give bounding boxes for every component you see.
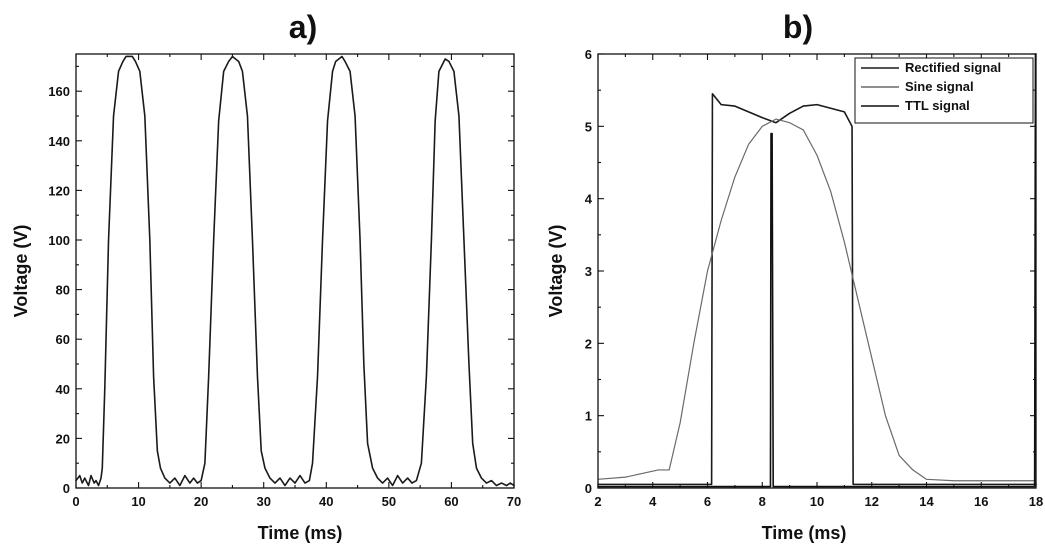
series-line-b-1 <box>597 118 1037 482</box>
y-tick-label: 1 <box>585 409 592 424</box>
x-tick-label: 30 <box>256 494 270 509</box>
x-axis-label-a: Time (ms) <box>258 523 343 543</box>
plot-area-b <box>597 53 1037 488</box>
x-tick-label: 40 <box>319 494 333 509</box>
y-tick-label: 2 <box>585 336 592 351</box>
chart-panel-a: a) 0 10 20 30 40 50 60 70020406080100120140160 … <box>11 9 521 543</box>
series-line-a-0 <box>75 55 515 487</box>
y-tick-label: 100 <box>48 233 70 248</box>
y-tick-label: 40 <box>56 382 70 397</box>
x-tick-label: 60 <box>444 494 458 509</box>
x-axis-label-b: Time (ms) <box>762 523 847 543</box>
axis-ticks-a: 0 10 20 30 40 50 60 70 0 20 40 60 80 100 120 140 160 <box>48 54 521 509</box>
legend-entry: Rectified signal <box>905 60 1001 75</box>
x-tick-label: 8 <box>759 494 766 509</box>
y-tick-label: 5 <box>585 119 592 134</box>
x-tick-label: 14 <box>919 494 934 509</box>
y-tick-label: 140 <box>48 134 70 149</box>
legend-entry: Sine signal <box>905 79 974 94</box>
y-tick-label: 4 <box>585 192 593 207</box>
axes-frame-a <box>75 53 515 489</box>
y-axis-label-a: Voltage (V) <box>11 225 31 318</box>
legend-box <box>854 57 1034 124</box>
series-line-b-0 <box>597 92 1037 486</box>
x-tick-label: 12 <box>865 494 879 509</box>
chart-title-a: a) <box>289 9 317 45</box>
y-tick-label: 0 <box>585 481 592 496</box>
x-tick-label: 20 <box>194 494 208 509</box>
x-tick-label: 18 <box>1029 494 1043 509</box>
chart-title-b: b) <box>783 9 813 45</box>
y-axis-label-b: Voltage (V) <box>546 225 566 318</box>
y-tick-label: 3 <box>585 264 592 279</box>
plot-area-a <box>75 55 515 487</box>
axes-frame-b <box>597 53 1037 489</box>
x-tick-label: 0 <box>72 494 79 509</box>
x-tick-label: 10 <box>131 494 145 509</box>
x-tick-label: 6 <box>704 494 711 509</box>
y-tick-label: 6 <box>585 47 592 62</box>
y-tick-label: 120 <box>48 183 70 198</box>
series-line-b-2 <box>597 53 1037 488</box>
x-tick-label: 2 <box>594 494 601 509</box>
x-tick-label: 10 <box>810 494 824 509</box>
y-tick-label: 0 <box>63 481 70 496</box>
x-tick-label: 70 <box>507 494 521 509</box>
y-tick-label: 20 <box>56 431 70 446</box>
x-tick-label: 16 <box>974 494 988 509</box>
x-tick-label: 50 <box>382 494 396 509</box>
legend-entry: TTL signal <box>905 98 970 113</box>
y-tick-label: 80 <box>56 283 70 298</box>
legend: Rectified signal Sine signal TTL signal <box>854 57 1034 124</box>
y-tick-label: 160 <box>48 84 70 99</box>
y-tick-label: 60 <box>56 332 70 347</box>
x-tick-label: 4 <box>649 494 657 509</box>
